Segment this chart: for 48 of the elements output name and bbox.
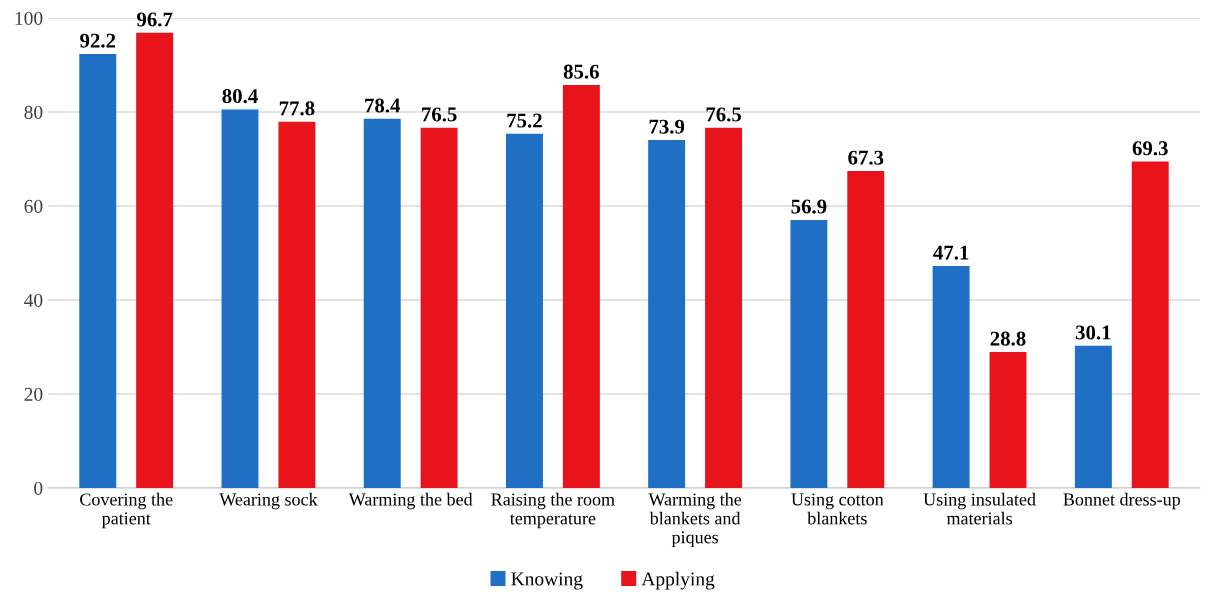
x-tick-label: Bonnet dress-up bbox=[1063, 492, 1180, 510]
data-label: 92.2 bbox=[80, 33, 116, 48]
bar bbox=[847, 170, 885, 488]
bar bbox=[221, 109, 259, 488]
data-label: 85.6 bbox=[563, 64, 599, 79]
data-label: 75.2 bbox=[507, 113, 542, 128]
x-tick-label: Raising the room temperature bbox=[491, 492, 615, 529]
y-tick-label: 0 bbox=[34, 481, 43, 495]
legend-label: Applying bbox=[641, 571, 715, 590]
bar bbox=[79, 53, 117, 488]
data-label: 69.3 bbox=[1132, 141, 1168, 156]
bar bbox=[136, 32, 174, 488]
x-tick-label: Wearing sock bbox=[219, 492, 318, 510]
x-tick-label: Using insulated materials bbox=[923, 492, 1036, 525]
data-label: 56.9 bbox=[791, 199, 827, 214]
x-tick-label: Using cotton blankets bbox=[791, 493, 884, 525]
data-label: 78.4 bbox=[365, 98, 401, 113]
data-label: 30.1 bbox=[1075, 325, 1111, 340]
legend-label: Knowing bbox=[511, 572, 583, 590]
bar bbox=[278, 121, 316, 488]
bar bbox=[420, 127, 458, 488]
data-label: 76.5 bbox=[422, 107, 457, 122]
bar bbox=[1074, 345, 1112, 488]
data-label: 77.8 bbox=[279, 101, 315, 116]
y-tick-label: 60 bbox=[24, 199, 43, 213]
bar bbox=[505, 133, 543, 488]
bar bbox=[932, 265, 970, 488]
data-label: 73.9 bbox=[649, 119, 685, 134]
data-label: 47.1 bbox=[933, 245, 969, 260]
data-label: 28.8 bbox=[990, 331, 1026, 346]
y-tick-label: 100 bbox=[15, 11, 43, 25]
y-tick-label: 20 bbox=[24, 387, 43, 401]
bar bbox=[648, 139, 686, 488]
bar bbox=[989, 351, 1027, 488]
bar bbox=[705, 127, 743, 488]
x-tick-label: Warming the blankets and piques bbox=[648, 492, 742, 548]
bar bbox=[1131, 161, 1169, 488]
data-label: 80.4 bbox=[222, 89, 258, 104]
data-label: 67.3 bbox=[848, 150, 884, 165]
x-tick-label: Warming the bed bbox=[348, 492, 473, 510]
data-label: 76.5 bbox=[706, 107, 742, 122]
x-tick-label: Covering the patient bbox=[80, 492, 173, 529]
bar bbox=[363, 118, 401, 488]
data-label: 96.7 bbox=[137, 12, 173, 27]
y-tick-label: 40 bbox=[24, 293, 43, 307]
bar bbox=[562, 84, 600, 488]
bar bbox=[790, 219, 828, 488]
y-tick-label: 80 bbox=[24, 105, 43, 119]
